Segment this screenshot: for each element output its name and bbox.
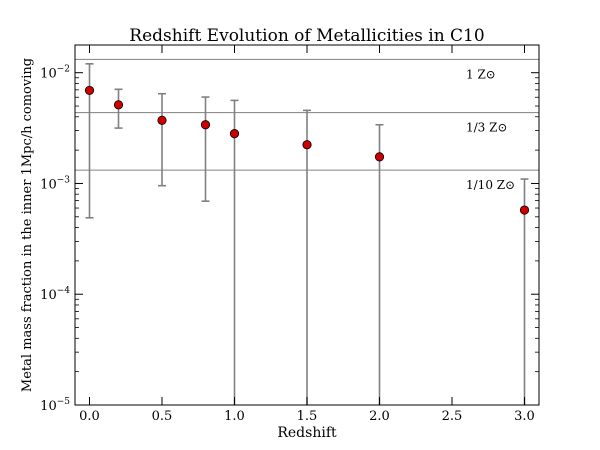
data-point-7 — [519, 205, 530, 215]
data-point-1 — [113, 100, 124, 110]
error-bars — [85, 63, 529, 405]
data-points — [84, 85, 530, 215]
x-tick-label-2: 1.0 — [224, 409, 245, 424]
reference-label-2: 1/10 Z⊙ — [466, 178, 515, 192]
y-axis-label: Metal mass fraction in the inner 1Mpc/h … — [20, 58, 35, 392]
x-tick-label-4: 2.0 — [369, 409, 390, 424]
x-tick-label-6: 3.0 — [514, 409, 535, 424]
y-tick-label-2: 10−4 — [40, 286, 70, 303]
data-point-4 — [229, 129, 240, 139]
y-tick-label-1: 10−3 — [40, 175, 70, 192]
x-axis-label: Redshift — [277, 425, 337, 441]
data-point-0 — [84, 85, 95, 96]
x-tick-label-1: 0.5 — [152, 409, 173, 424]
y-tick-label-3: 10−5 — [40, 397, 70, 414]
data-point-3 — [200, 120, 211, 130]
reference-label-1: 1/3 Z⊙ — [466, 121, 508, 135]
y-tick-label-0: 10−2 — [40, 65, 70, 82]
x-tick-label-3: 1.5 — [297, 409, 318, 424]
data-point-6 — [374, 152, 385, 162]
plot-frame — [74, 44, 540, 406]
x-tick-label-5: 2.5 — [442, 409, 463, 424]
reference-label-0: 1 Z⊙ — [466, 67, 496, 81]
data-point-2 — [157, 115, 167, 125]
x-tick-label-0: 0.0 — [79, 409, 100, 424]
data-point-5 — [302, 140, 312, 150]
chart-title: Redshift Evolution of Metallicities in C… — [129, 26, 484, 46]
